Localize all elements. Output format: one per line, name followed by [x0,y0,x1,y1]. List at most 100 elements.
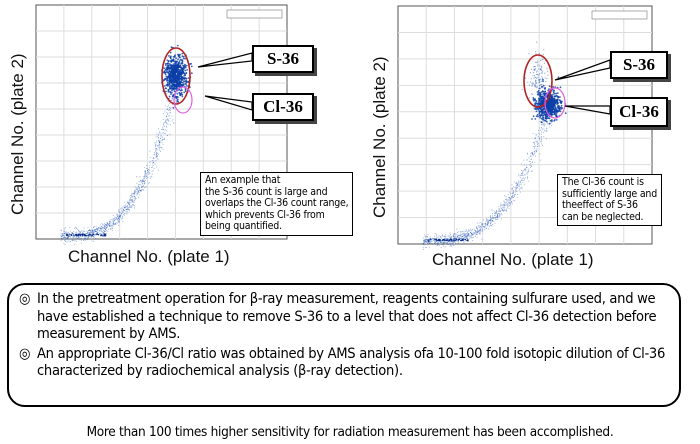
data-point [124,201,126,203]
data-point [180,75,183,78]
data-point [539,81,541,83]
data-point [92,235,94,237]
data-point [463,230,465,232]
data-point [526,176,528,178]
data-point [184,57,187,60]
data-point [116,222,118,224]
data-point [542,87,544,89]
data-point [93,225,95,227]
data-point [534,84,536,86]
data-point [173,90,176,93]
data-point [541,77,544,79]
data-point [555,94,558,97]
data-point [459,236,461,238]
data-point [62,235,64,237]
data-point [505,198,507,200]
data-point [530,93,533,95]
data-point [60,233,62,235]
data-point [559,106,562,109]
data-point [145,172,147,174]
data-point [435,238,437,241]
data-point [133,191,135,193]
data-point [534,143,536,145]
data-point [178,77,181,80]
data-point [162,148,164,150]
data-point [524,183,525,185]
data-point [479,231,481,233]
data-point [532,75,534,77]
data-point [118,225,120,226]
data-point [518,175,520,177]
data-point [114,219,116,221]
data-point [97,227,99,229]
data-point [119,210,121,212]
data-point [163,79,166,81]
data-point [144,182,146,184]
scatter-plots [35,4,653,250]
data-point [535,81,537,83]
data-point [535,82,537,84]
data-point [132,204,134,206]
data-point [447,236,449,238]
data-point [453,233,455,235]
data-point [73,236,74,238]
data-point [178,92,181,94]
data-point [68,233,70,235]
data-point [553,110,556,113]
data-point [425,243,427,245]
data-point [557,104,560,107]
data-point [429,242,430,244]
data-point [444,235,446,237]
data-point [550,123,552,124]
data-point [472,234,474,236]
data-point [69,235,71,237]
data-point [184,83,187,85]
data-point [166,126,168,128]
data-point [181,61,184,64]
data-point [164,133,166,135]
data-point [81,230,83,232]
data-point [535,137,536,139]
data-point [444,239,446,242]
data-point [556,100,558,102]
data-point [143,177,145,179]
data-point [114,224,116,225]
data-point [86,239,88,241]
data-point [530,163,532,165]
data-point [427,242,429,244]
data-point [539,85,541,87]
data-point [533,154,534,156]
data-point [112,228,113,229]
data-point [89,230,91,232]
data-point [75,240,77,242]
data-point [509,204,511,206]
data-point [545,130,547,132]
data-point [512,196,514,197]
data-point [541,110,544,113]
data-point [535,133,537,135]
data-point [552,86,555,88]
data-point [97,229,98,231]
data-point [516,191,518,193]
data-point [479,227,481,228]
data-point [130,197,132,198]
data-point [75,236,77,238]
data-point [168,107,170,108]
data-point [487,225,489,227]
data-point [155,136,157,138]
data-point [161,128,163,130]
data-point [166,109,168,111]
data-point [541,101,544,103]
data-point [512,195,514,197]
data-point [179,94,181,96]
data-point [504,202,506,204]
data-point [430,242,432,244]
data-point [442,235,444,237]
data-point [143,167,145,169]
data-point [528,164,530,166]
data-point [479,225,481,227]
data-point [174,63,177,65]
data-point [515,187,517,189]
data-point [554,106,557,108]
data-point [428,241,430,243]
